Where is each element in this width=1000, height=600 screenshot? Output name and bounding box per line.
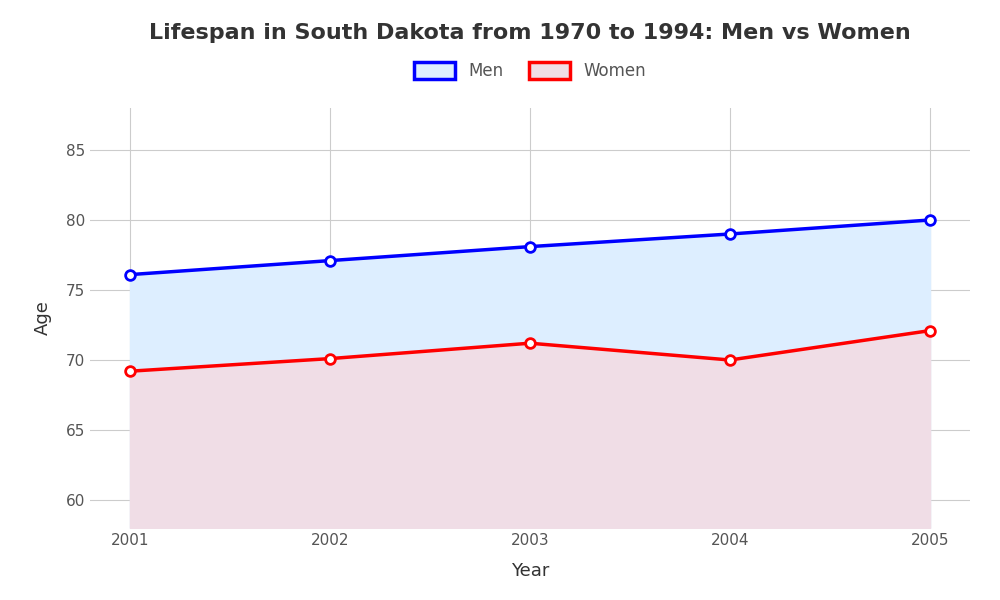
X-axis label: Year: Year	[511, 562, 549, 580]
Legend: Men, Women: Men, Women	[414, 62, 646, 80]
Y-axis label: Age: Age	[34, 301, 52, 335]
Title: Lifespan in South Dakota from 1970 to 1994: Men vs Women: Lifespan in South Dakota from 1970 to 19…	[149, 23, 911, 43]
